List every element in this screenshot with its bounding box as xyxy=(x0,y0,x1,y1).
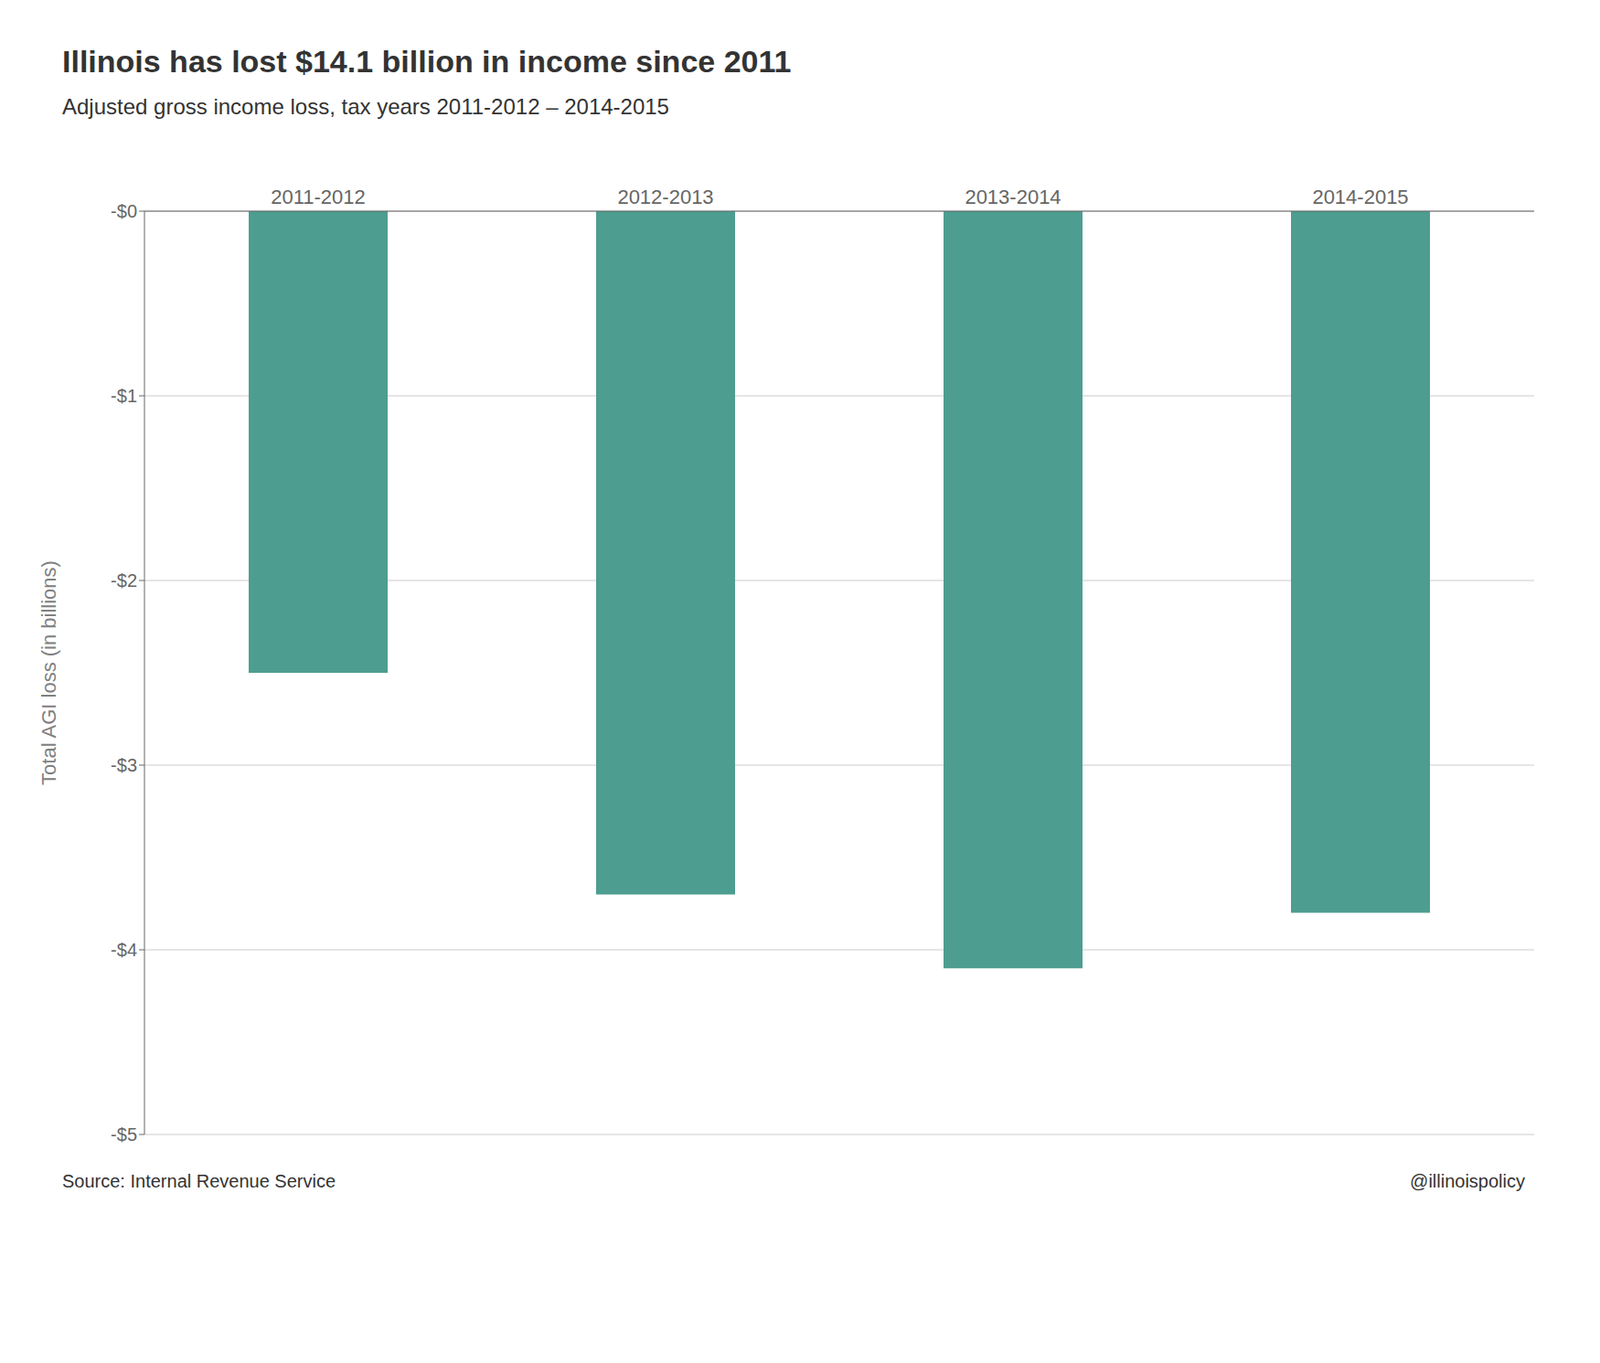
svg-text:2012-2013: 2012-2013 xyxy=(617,185,714,209)
svg-text:2013-2014: 2013-2014 xyxy=(964,185,1061,209)
svg-text:Total AGI loss (in billions): Total AGI loss (in billions) xyxy=(37,560,61,786)
html-text:Adjusted gross income loss, ta: Adjusted gross income loss, tax years 20… xyxy=(62,94,670,119)
svg-text:-$3: -$3 xyxy=(110,755,138,776)
svg-text:2014-2015: 2014-2015 xyxy=(1312,185,1408,209)
svg-text:-$5: -$5 xyxy=(110,1124,138,1145)
svg-text:-$2: -$2 xyxy=(110,570,138,591)
html-text:Source: Internal Revenue Servi: Source: Internal Revenue Service xyxy=(62,1171,336,1192)
svg-text:-$0: -$0 xyxy=(110,201,138,222)
svg-text:2011-2012: 2011-2012 xyxy=(270,185,366,209)
html-text:@illinoispolicy: @illinoispolicy xyxy=(1409,1171,1526,1192)
html-text:Illinois has lost $14.1 billio: Illinois has lost $14.1 billion in incom… xyxy=(62,43,792,79)
svg-text:-$1: -$1 xyxy=(110,385,138,406)
svg-text:-$4: -$4 xyxy=(110,939,138,960)
